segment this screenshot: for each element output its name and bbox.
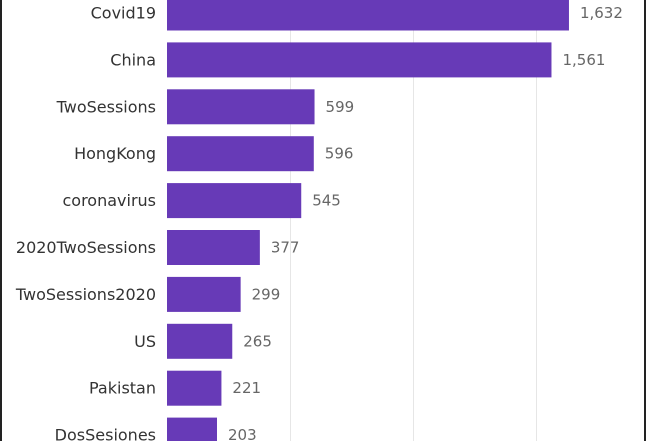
bar[interactable] (167, 42, 552, 78)
value-label: 377 (271, 239, 300, 257)
value-label: 1,561 (562, 51, 605, 69)
value-label: 299 (252, 285, 281, 303)
category-label: 2020TwoSessions (16, 238, 156, 257)
value-label: 221 (232, 379, 261, 397)
bar[interactable] (167, 370, 222, 406)
value-label: 1,632 (580, 4, 623, 22)
value-label: 599 (326, 98, 355, 116)
category-label: Covid19 (91, 4, 156, 23)
category-label: HongKong (74, 144, 156, 163)
category-label: China (110, 50, 156, 69)
category-label: TwoSessions2020 (15, 285, 156, 304)
category-label: TwoSessions (56, 97, 156, 116)
bar[interactable] (167, 276, 241, 312)
bar[interactable] (167, 183, 302, 219)
bar[interactable] (167, 417, 217, 441)
value-label: 203 (228, 426, 257, 441)
bar[interactable] (167, 136, 314, 172)
category-label: US (134, 332, 156, 351)
value-label: 265 (243, 332, 272, 350)
value-label: 596 (325, 145, 354, 163)
bar[interactable] (167, 89, 315, 125)
category-label: DosSesiones (55, 426, 156, 441)
bar[interactable] (167, 0, 569, 31)
bar[interactable] (167, 323, 233, 359)
value-label: 545 (312, 192, 341, 210)
bar[interactable] (167, 230, 260, 265)
category-label: coronavirus (62, 191, 156, 210)
category-label: Pakistan (89, 379, 156, 398)
